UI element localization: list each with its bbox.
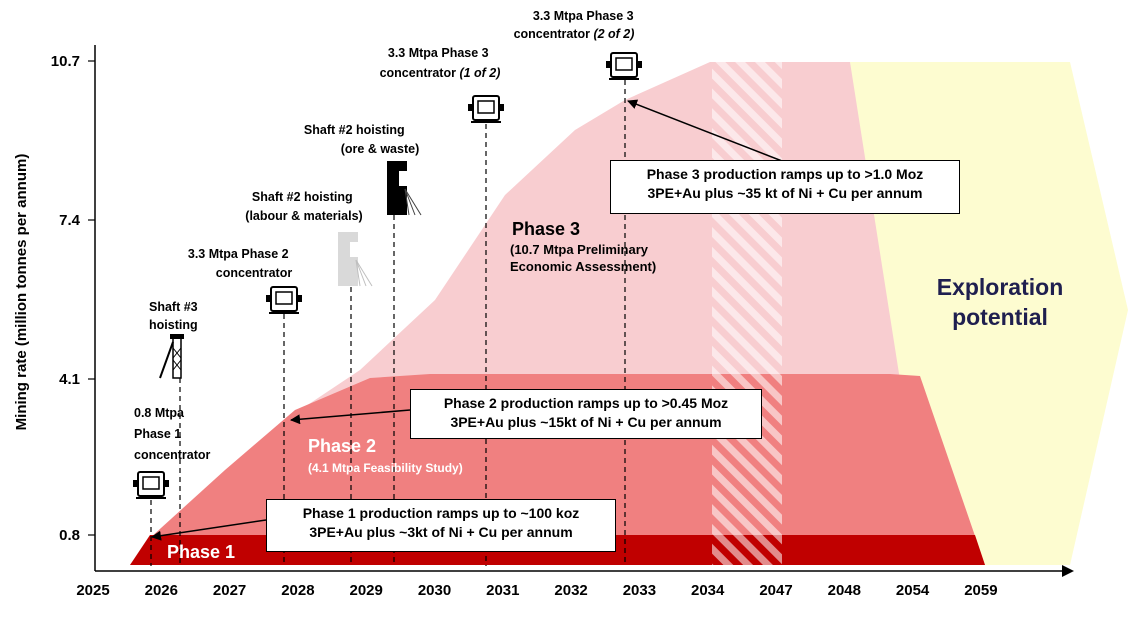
exploration-label-line: Exploration (936, 274, 1064, 300)
milestone-label-italic: (1 of 2) (459, 66, 500, 80)
milestone-label-line: concentrator (216, 266, 293, 280)
concentrator-icon (266, 286, 302, 314)
milestone-label-line: Shaft #2 hoisting (304, 123, 405, 137)
callout-line: Phase 2 production ramps up to >0.45 Moz (443, 395, 729, 411)
shaft-black-icon (387, 161, 422, 216)
phase2-callout: Phase 2 production ramps up to >0.45 Moz… (410, 389, 762, 439)
y-tick-label: 4.1 (59, 371, 80, 388)
x-tick-label: 2032 (554, 582, 587, 599)
phase1-callout-arrow (151, 519, 267, 541)
milestone-label-line: 3.3 Mtpa Phase 2 (188, 247, 289, 261)
phase3-sublabel-line: (10.7 Mtpa Preliminary (510, 242, 648, 257)
x-tick-label: 2033 (623, 582, 656, 599)
phase2-sublabel: (4.1 Mtpa Feasibility Study) (308, 461, 463, 475)
milestone-label-line: hoisting (149, 318, 198, 332)
milestone-label-line: 0.8 Mtpa (134, 406, 185, 420)
exploration-label: Exploration potential (910, 272, 1090, 332)
milestone-label-italic: (2 of 2) (593, 27, 634, 41)
phase2-label: Phase 2 (308, 436, 376, 456)
milestone-label-line: concentrator (134, 448, 211, 462)
milestone-label-line: concentrator (1 of 2) (380, 66, 501, 80)
x-tick-label: 2030 (418, 582, 451, 599)
x-tick-label: 2025 (76, 582, 109, 599)
milestone-label-line: concentrator (2 of 2) (514, 27, 635, 41)
x-tick-label: 2054 (896, 582, 930, 599)
y-tick-label: 7.4 (59, 212, 81, 229)
x-tick-label: 2047 (759, 582, 792, 599)
x-tick-label: 2059 (964, 582, 997, 599)
exploration-label-line: potential (952, 304, 1048, 330)
milestone-label-shaft2-labour: Shaft #2 hoisting (labour & materials) (245, 190, 362, 223)
x-axis-arrowhead (1062, 565, 1074, 577)
milestone-label-line: 3.3 Mtpa Phase 3 (388, 46, 489, 60)
phase3-sublabel-line: Economic Assessment) (510, 259, 657, 274)
shaft-gray-icon (338, 232, 373, 287)
x-tick-label: 2048 (828, 582, 861, 599)
concentrator-icon (606, 52, 642, 80)
exploration-label-box: Exploration potential (910, 272, 1090, 332)
callout-line: 3PE+Au plus ~3kt of Ni + Cu per annum (309, 524, 573, 540)
y-tick-label: 10.7 (51, 53, 80, 70)
phase3-callout-arrow (627, 99, 783, 162)
phase1-label: Phase 1 (167, 542, 235, 562)
callout-line: Phase 1 production ramps up to ~100 koz (302, 505, 580, 521)
x-tick-label: 2029 (350, 582, 383, 599)
phase3-callout: Phase 3 production ramps up to >1.0 Moz … (610, 160, 960, 214)
milestone-label-phase2-concentrator: 3.3 Mtpa Phase 2 concentrator (188, 247, 292, 280)
milestone-label-phase3-concentrator-2: 3.3 Mtpa Phase 3 concentrator (2 of 2) (514, 9, 638, 41)
callout-line: 3PE+Au plus ~15kt of Ni + Cu per annum (450, 414, 722, 430)
y-tick-label: 0.8 (59, 527, 80, 544)
milestone-label-line: 3.3 Mtpa Phase 3 (533, 9, 634, 23)
phase3-sublabel: (10.7 Mtpa Preliminary Economic Assessmen… (510, 241, 730, 275)
concentrator-icon (133, 471, 169, 499)
concentrator-icon (468, 95, 504, 123)
phase3-sublabel-box: (10.7 Mtpa Preliminary Economic Assessmen… (510, 241, 730, 275)
phase2-callout-arrow (290, 409, 411, 425)
y-axis-label: Mining rate (million tonnes per annum) (13, 154, 30, 431)
hatch-band-2034 (712, 62, 782, 565)
phase3-label: Phase 3 (512, 219, 580, 239)
phase1-callout: Phase 1 production ramps up to ~100 koz … (266, 499, 616, 552)
milestone-label-phase1-concentrator: 0.8 Mtpa Phase 1 concentrator (134, 406, 211, 462)
milestone-label-line: Shaft #3 (149, 300, 198, 314)
milestone-label-shaft3: Shaft #3 hoisting (149, 300, 201, 332)
headframe-icon (159, 334, 184, 379)
x-tick-label: 2028 (281, 582, 314, 599)
x-tick-label: 2034 (691, 582, 725, 599)
x-tick-label: 2026 (145, 582, 178, 599)
milestone-label-line: (ore & waste) (341, 142, 420, 156)
milestone-label-line: Phase 1 (134, 427, 181, 441)
x-tick-label: 2031 (486, 582, 519, 599)
milestone-label-phase3-concentrator-1: 3.3 Mtpa Phase 3 concentrator (1 of 2) (380, 46, 501, 80)
milestone-label-line: Shaft #2 hoisting (252, 190, 353, 204)
milestone-label-shaft2-ore: Shaft #2 hoisting (ore & waste) (304, 123, 419, 156)
callout-line: 3PE+Au plus ~35 kt of Ni + Cu per annum (647, 185, 923, 201)
callout-line: Phase 3 production ramps up to >1.0 Moz (646, 166, 924, 182)
milestone-label-line: (labour & materials) (245, 209, 362, 223)
x-tick-label: 2027 (213, 582, 246, 599)
